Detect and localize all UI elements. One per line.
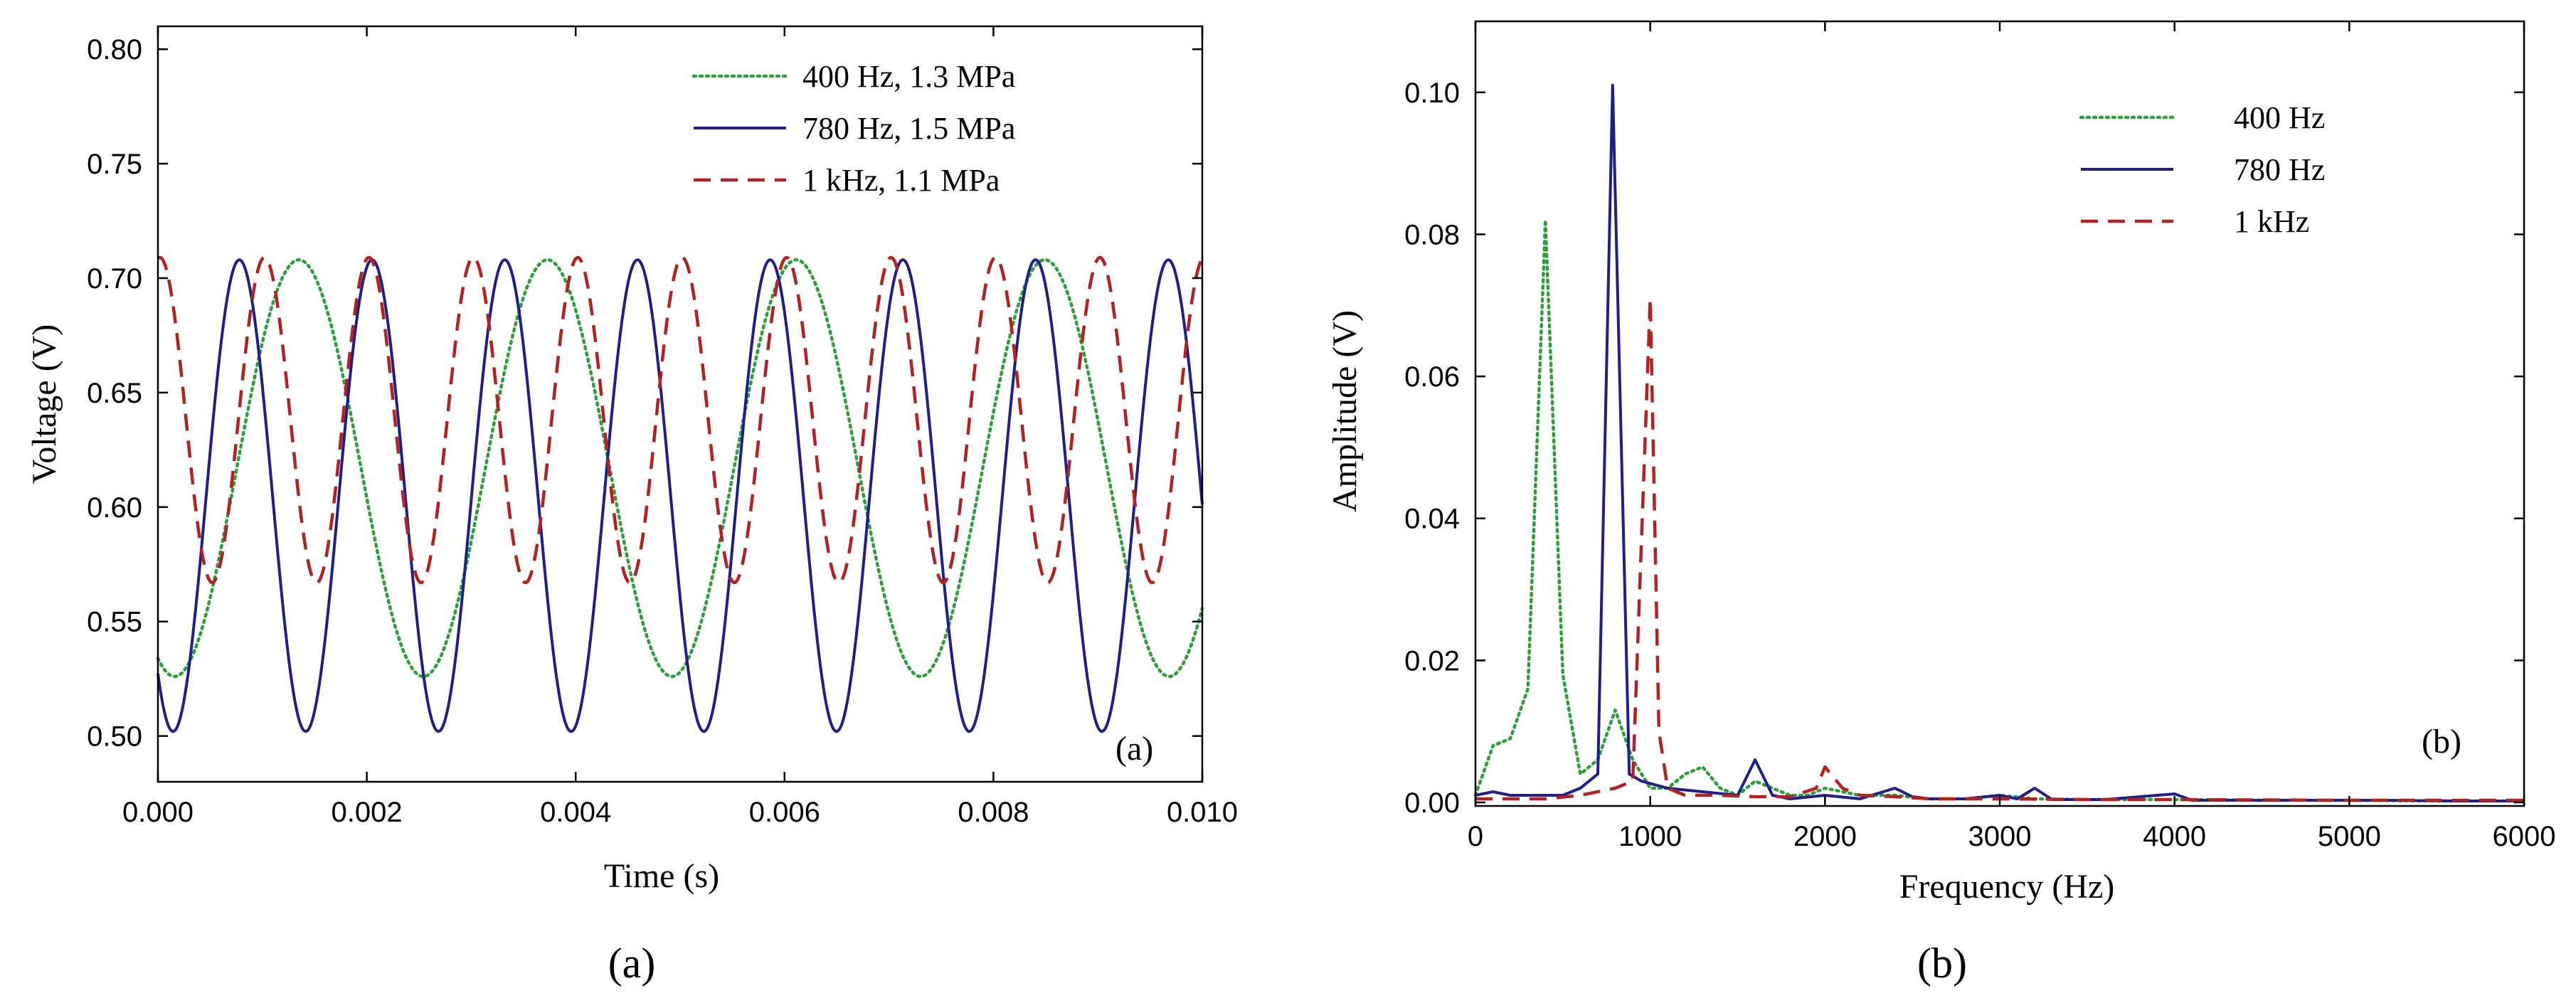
panel-a-xlabel: Time (s) <box>604 857 719 895</box>
panel-a-tag: (a) <box>1115 730 1153 768</box>
panel-b-legend-label-3: 1 kHz <box>2234 204 2309 239</box>
panel-a-legend-label-2: 780 Hz, 1.5 MPa <box>802 111 1015 146</box>
panel-a-x-tick-label: 0.002 <box>332 797 403 828</box>
panel-b-series-layer <box>1473 83 2526 803</box>
panel-b-ylabel: Amplitude (V) <box>1326 310 1364 512</box>
panel-a-series-line-2 <box>157 258 1204 733</box>
panel-a-legend: 400 Hz, 1.3 MPa 780 Hz, 1.5 MPa 1 kHz, 1.1… <box>691 59 1015 198</box>
panel-a-x-tick-label: 0.000 <box>122 797 194 828</box>
panel-a-plot-frame <box>157 25 1204 783</box>
panel-b-y-tick-label: 0.08 <box>1404 219 1460 250</box>
panel-a-y-tick-label: 0.65 <box>87 378 142 409</box>
panel-b-x-tick-label: 4000 <box>2143 821 2206 852</box>
panel-b-plot-frame <box>1474 20 2525 807</box>
panel-b-x-tick-label: 6000 <box>2493 821 2556 852</box>
panel-b-ticks: 0 1000 2000 3000 4000 5000 6000 0.00 0.02 0.04 0.0… <box>1404 21 2555 852</box>
panel-a-series-layer <box>156 255 1204 733</box>
panel-b-series-line-3 <box>1475 297 2524 802</box>
panel-b-x-tick-label: 3000 <box>1968 821 2032 852</box>
panel-a-series-line-1 <box>156 258 1204 679</box>
panel-a-ticks: 0.000 0.002 0.004 0.006 0.008 0.010 0.50 0.55 0.… <box>87 26 1238 828</box>
panel-a-legend-label-1: 400 Hz, 1.3 MPa <box>802 59 1015 94</box>
panel-a-x-tick-label: 0.010 <box>1167 797 1238 828</box>
panel-b-y-tick-label: 0.02 <box>1404 645 1460 677</box>
panel-a-y-tick-label: 0.80 <box>87 34 142 65</box>
panel-b-y-tick-label: 0.10 <box>1404 78 1460 109</box>
panel-a-caption: (a) <box>608 940 656 987</box>
panel-b-y-tick-label: 0.06 <box>1404 361 1460 393</box>
panel-a-series-line-3 <box>157 255 1204 585</box>
panel-b-legend-label-2: 780 Hz <box>2234 152 2325 187</box>
panel-b-x-tick-label: 1000 <box>1618 821 1682 852</box>
panel-b-tag: (b) <box>2422 723 2461 760</box>
panel-a-y-tick-label: 0.50 <box>87 721 142 753</box>
panel-a-x-tick-label: 0.006 <box>749 797 820 828</box>
panel-a-x-tick-label: 0.008 <box>958 797 1029 828</box>
panel-b-x-tick-label: 5000 <box>2318 821 2381 852</box>
panel-b-legend-label-1: 400 Hz <box>2234 100 2325 135</box>
panel-a: 0.000 0.002 0.004 0.006 0.008 0.010 0.50 0.55 0.… <box>26 25 1238 987</box>
panel-a-y-tick-label: 0.75 <box>87 149 142 180</box>
panel-b-legend: 400 Hz 780 Hz 1 kHz <box>2079 100 2325 239</box>
panel-a-legend-label-3: 1 kHz, 1.1 MPa <box>802 163 1000 198</box>
panel-b-series-line-2 <box>1475 83 2524 802</box>
panel-b-x-tick-label: 0 <box>1468 821 1483 852</box>
panel-a-y-tick-label: 0.55 <box>87 607 142 638</box>
panel-a-y-tick-label: 0.70 <box>87 263 142 295</box>
panel-a-x-tick-label: 0.004 <box>540 797 611 828</box>
panel-b-xlabel: Frequency (Hz) <box>1899 868 2115 906</box>
panel-b-caption: (b) <box>1917 940 1967 987</box>
panel-a-ylabel: Voltage (V) <box>26 324 63 484</box>
panel-b: 0 1000 2000 3000 4000 5000 6000 0.00 0.02 0.04 0.0… <box>1326 20 2555 987</box>
panel-b-series-line-1 <box>1473 218 2526 803</box>
panel-b-y-tick-label: 0.00 <box>1404 787 1460 819</box>
panel-a-y-tick-label: 0.60 <box>87 492 142 524</box>
panel-b-y-tick-label: 0.04 <box>1404 504 1460 535</box>
panel-b-x-tick-label: 2000 <box>1793 821 1857 852</box>
